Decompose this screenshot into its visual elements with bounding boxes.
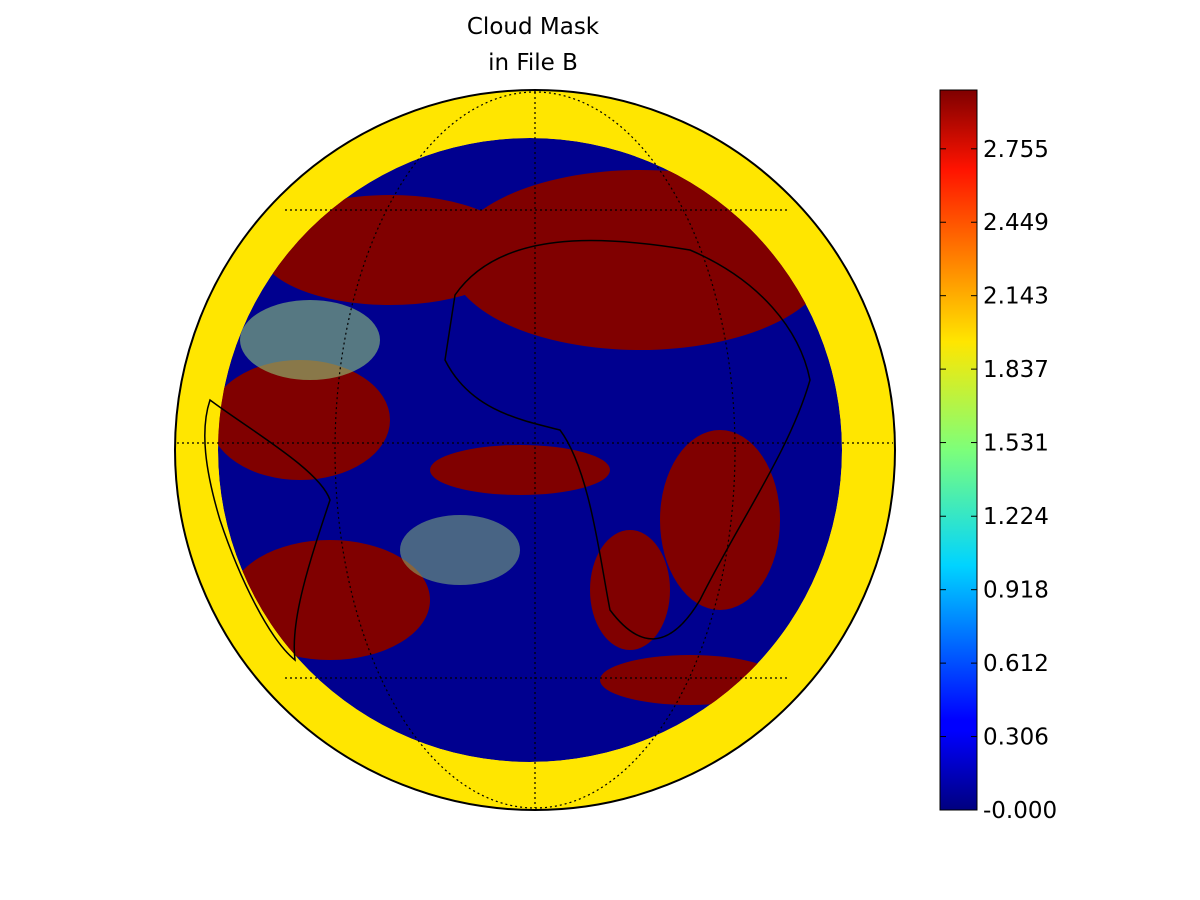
colorbar-tick-label: 0.612	[983, 651, 1049, 677]
colorbar-tick-label: 2.143	[983, 284, 1049, 310]
colorbar	[939, 89, 978, 811]
chart-title: Cloud Mask	[467, 14, 600, 40]
globe	[174, 89, 896, 811]
colorbar-tick-label: 1.224	[983, 504, 1049, 530]
colorbar-tick-label: -0.000	[983, 798, 1057, 824]
colorbar-tick-label: 1.837	[983, 357, 1049, 383]
colorbar-tick-label: 2.755	[983, 137, 1049, 163]
colorbar-tick-label: 0.918	[983, 578, 1049, 604]
colorbar-tick-label: 2.449	[983, 210, 1049, 236]
colorbar-tick-label: 0.306	[983, 725, 1049, 751]
colorbar-tick-label: 1.531	[983, 431, 1049, 457]
chart-title: in File B	[488, 50, 578, 76]
